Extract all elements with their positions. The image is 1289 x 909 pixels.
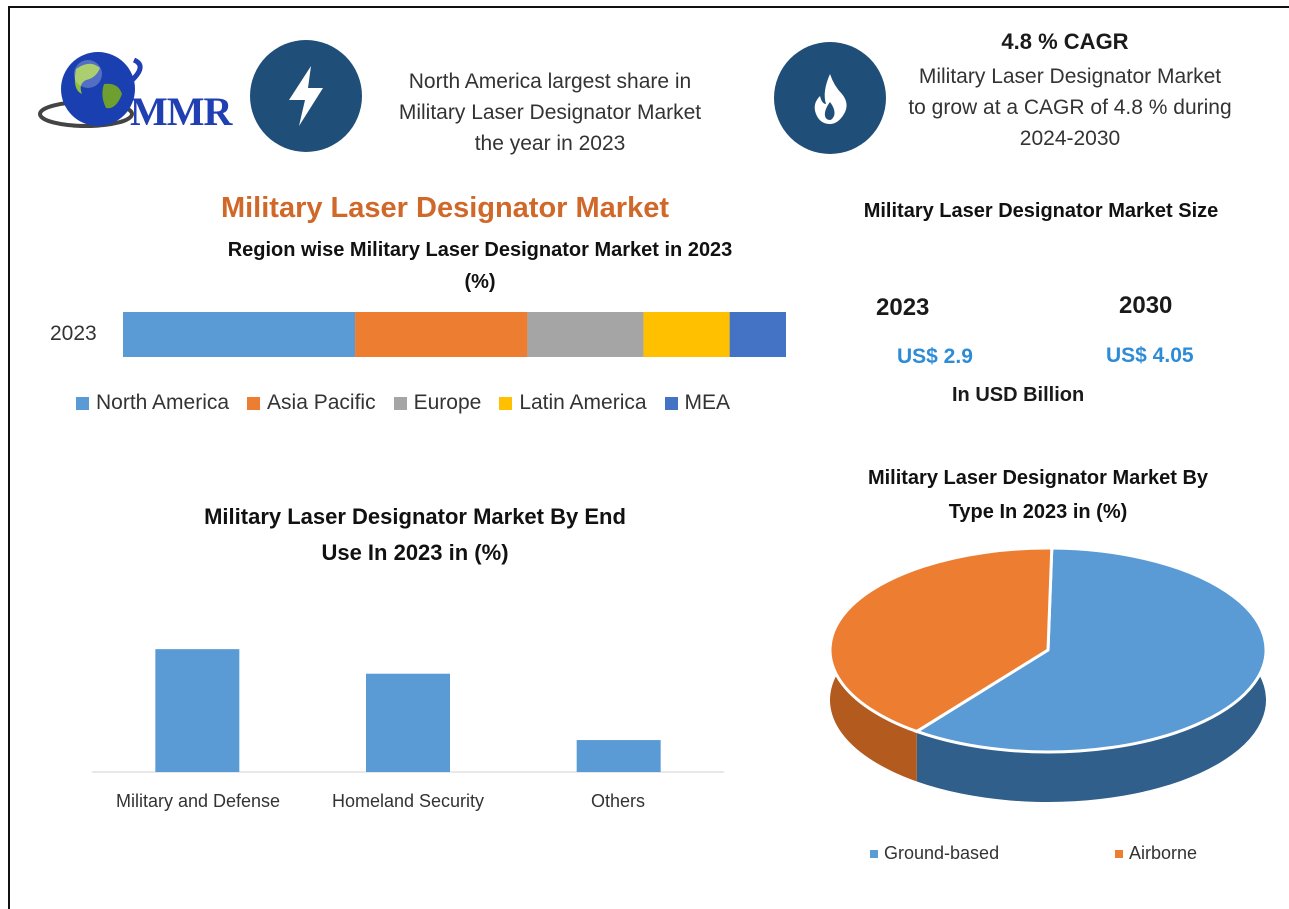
region-chart-title: Region wise Military Laser Designator Ma… <box>150 234 810 298</box>
region-share-text: North America largest share in Military … <box>360 66 740 159</box>
size-unit: In USD Billion <box>952 384 1085 406</box>
region-share-line-2: Military Laser Designator Market <box>398 101 702 124</box>
region-chart-title-line-1: Region wise Military Laser Designator Ma… <box>227 239 733 261</box>
region-legend: North America Asia Pacific Europe Latin … <box>76 391 748 415</box>
legend-latin-america: Latin America <box>499 391 647 415</box>
enduse-category-label: Homeland Security <box>331 791 485 811</box>
cagr-line-1: Military Laser Designator Market <box>918 65 1222 88</box>
legend-mea: MEA <box>664 391 731 415</box>
legend-label: Europe <box>413 391 482 414</box>
market-size-title: Military Laser Designator Market Size <box>863 200 1219 222</box>
legend-label: Latin America <box>519 391 647 414</box>
region-share-line-1: North America largest share in <box>408 70 692 93</box>
pie-slice-airborne <box>828 546 1054 734</box>
size-value-2023: US$ 2.9 <box>897 345 973 368</box>
size-year-2030: 2030 <box>1119 292 1173 319</box>
cagr-text: Military Laser Designator Market to grow… <box>880 61 1260 154</box>
enduse-bar-homeland-security <box>366 673 450 772</box>
legend-label: Ground-based <box>884 843 1000 863</box>
lightning-badge <box>250 40 362 152</box>
enduse-bar-others <box>576 740 661 772</box>
logo-text: MMR <box>130 89 232 134</box>
region-stacked-bar <box>123 312 786 357</box>
lightning-icon <box>289 66 323 126</box>
legend-label: North America <box>96 391 230 414</box>
swatch-asia-pacific <box>247 396 261 410</box>
flame-icon <box>814 74 847 124</box>
pie-slice-ground-based <box>913 546 1268 754</box>
legend-label: Airborne <box>1129 843 1198 863</box>
legend-north-america: North America <box>76 391 229 415</box>
region-segment-europe <box>527 312 644 357</box>
cagr-title: 4.8 % CAGR <box>1001 29 1129 54</box>
region-segment-asia-pacific <box>355 312 528 357</box>
region-segment-latin-america <box>643 312 730 357</box>
swatch-airborne <box>1115 849 1123 858</box>
pie-legend-airborne: Airborne <box>1115 843 1197 864</box>
type-pie-chart <box>828 546 1268 802</box>
swatch-mea <box>664 396 678 410</box>
main-title: Military Laser Designator Market <box>220 192 670 224</box>
cagr-line-2: to grow at a CAGR of 4.8 % during <box>908 96 1232 119</box>
type-chart-title-line-2: Type In 2023 in (%) <box>948 501 1128 523</box>
swatch-latin-america <box>499 396 513 410</box>
enduse-bar-military-and-defense <box>155 649 240 772</box>
swatch-ground-based <box>870 849 878 858</box>
legend-label: Asia Pacific <box>267 391 376 414</box>
flame-badge <box>774 42 886 154</box>
swatch-north-america <box>76 396 89 410</box>
infographic-frame <box>8 6 1289 909</box>
legend-label: MEA <box>684 391 731 414</box>
mmr-logo: MMR <box>38 44 243 139</box>
size-year-2023: 2023 <box>876 294 930 321</box>
region-segment-north-america <box>123 312 356 357</box>
globe-icon <box>38 52 143 128</box>
enduse-chart-title-line-2: Use In 2023 in (%) <box>321 540 509 565</box>
pie-legend-ground-based: Ground-based <box>870 843 999 864</box>
type-chart-title-line-1: Military Laser Designator Market By <box>867 467 1209 489</box>
region-chart-title-line-2: (%) <box>464 271 496 293</box>
region-share-line-3: the year in 2023 <box>474 132 626 155</box>
enduse-category-label: Military and Defense <box>115 791 281 811</box>
size-value-2030: US$ 4.05 <box>1106 344 1194 367</box>
enduse-chart-title-line-1: Military Laser Designator Market By End <box>204 504 626 529</box>
type-chart-title: Military Laser Designator Market By Type… <box>818 461 1258 529</box>
swatch-europe <box>393 396 407 410</box>
region-y-label: 2023 <box>50 322 97 345</box>
enduse-category-label: Others <box>590 791 646 811</box>
cagr-line-3: 2024-2030 <box>1019 127 1121 150</box>
enduse-chart-title: Military Laser Designator Market By End … <box>120 499 710 571</box>
legend-asia-pacific: Asia Pacific <box>247 391 376 415</box>
region-segment-mea <box>729 312 786 357</box>
legend-europe: Europe <box>393 391 482 415</box>
enduse-bar-chart <box>92 649 724 773</box>
